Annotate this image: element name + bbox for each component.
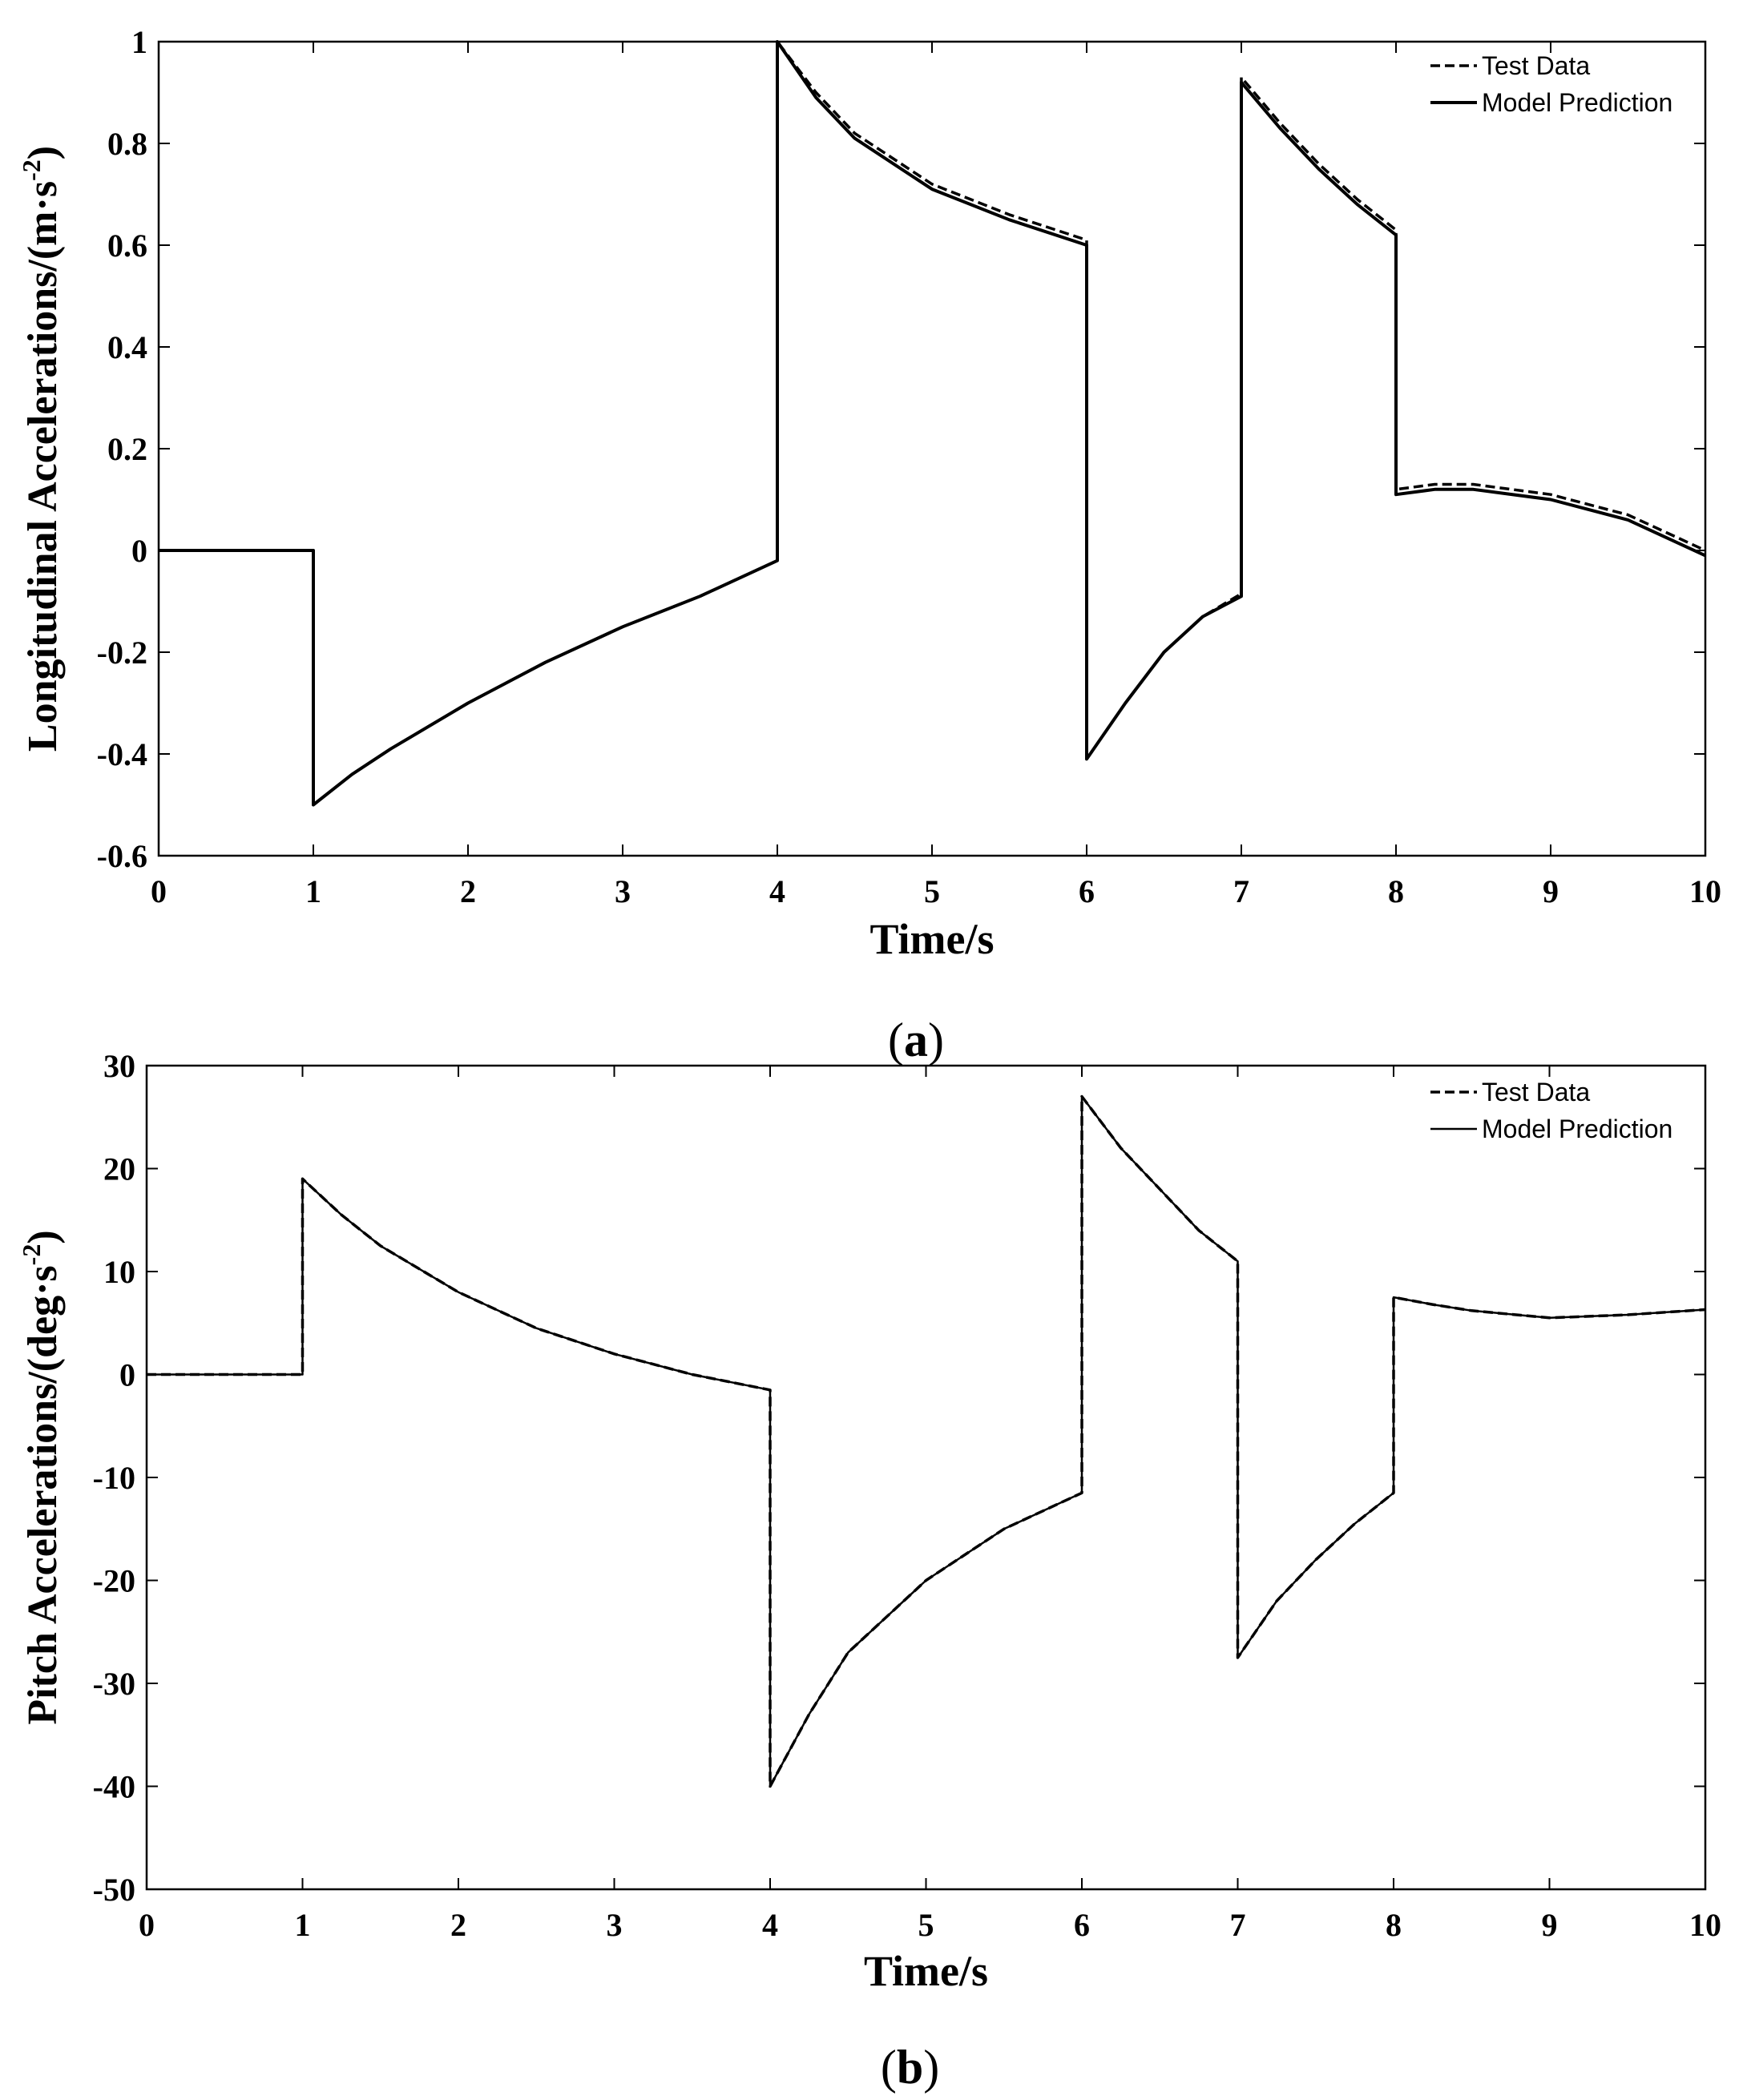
panel-b: 0 1 2 3 4 5 6 7 8 9 10 30 20 10 0 -10 -20 -30 -40 -50 Time/s… bbox=[17, 1048, 1721, 2094]
y-tick-label: 0 bbox=[119, 1357, 135, 1393]
x-tick-label: 0 bbox=[139, 1907, 155, 1943]
panel-label: (a) bbox=[888, 1014, 944, 1066]
series-line-test-data bbox=[147, 1094, 1706, 1788]
y-tick-label: -0.4 bbox=[97, 736, 147, 772]
series-line-model-prediction bbox=[159, 40, 1706, 807]
x-tick-label: 0 bbox=[151, 873, 167, 909]
y-axis-title-main: Pitch Accelerations/(deg·s bbox=[20, 1265, 66, 1724]
y-tick-label: 0.8 bbox=[107, 126, 147, 162]
y-tick-label: 20 bbox=[103, 1151, 135, 1187]
y-tick-label: -20 bbox=[93, 1563, 135, 1599]
y-axis-title: Longitudinal Accelerations/(m·s-2) bbox=[17, 146, 66, 752]
x-tick-label: 2 bbox=[450, 1907, 466, 1943]
y-tick-label: -30 bbox=[93, 1666, 135, 1702]
x-tick-label: 6 bbox=[1079, 873, 1095, 909]
y-axis-title-close: ) bbox=[20, 146, 66, 159]
x-tick-label: 3 bbox=[615, 873, 631, 909]
x-tick-label: 6 bbox=[1074, 1907, 1090, 1943]
y-tick-label: 30 bbox=[103, 1048, 135, 1084]
x-tick-label: 8 bbox=[1386, 1907, 1402, 1943]
x-tick-label: 9 bbox=[1542, 1907, 1558, 1943]
x-tick-label: 10 bbox=[1689, 873, 1721, 909]
series-line-model-prediction bbox=[147, 1095, 1706, 1788]
plot-frame bbox=[145, 1064, 1707, 1891]
x-tick-label: 4 bbox=[762, 1907, 778, 1943]
y-axis-title-close: ) bbox=[20, 1230, 66, 1243]
x-tick-label: 9 bbox=[1543, 873, 1559, 909]
panel-label-letter: b bbox=[897, 2041, 923, 2094]
y-tick-label: 1 bbox=[131, 24, 147, 60]
y-tick-label: -0.6 bbox=[97, 838, 147, 874]
y-tick-label: 0.2 bbox=[107, 431, 147, 467]
x-tick-label: 7 bbox=[1233, 873, 1249, 909]
x-tick-label: 2 bbox=[460, 873, 476, 909]
x-tick-label: 4 bbox=[769, 873, 785, 909]
series-line-test-data bbox=[159, 40, 1706, 807]
legend-entry: Model Prediction bbox=[1482, 1114, 1672, 1143]
x-tick-label: 5 bbox=[918, 1907, 934, 1943]
legend-entry: Model Prediction bbox=[1482, 88, 1672, 117]
y-tick-label: -10 bbox=[93, 1460, 135, 1496]
plot-frame bbox=[157, 40, 1707, 857]
x-tick-label: 1 bbox=[295, 1907, 311, 1943]
legend-entry: Test Data bbox=[1482, 51, 1590, 80]
panel-label-letter: a bbox=[904, 1014, 928, 1066]
y-tick-label: 0 bbox=[131, 533, 147, 569]
x-tick-label: 8 bbox=[1388, 873, 1404, 909]
y-tick-label: -40 bbox=[93, 1769, 135, 1805]
x-axis-title: Time/s bbox=[869, 915, 994, 963]
x-tick-label: 7 bbox=[1230, 1907, 1246, 1943]
x-tick-label: 3 bbox=[607, 1907, 623, 1943]
y-axis-title-exponent: -2 bbox=[17, 159, 46, 181]
y-axis-title-main: Longitudinal Accelerations/(m·s bbox=[20, 181, 66, 752]
x-tick-label: 5 bbox=[924, 873, 940, 909]
y-tick-label: 10 bbox=[103, 1254, 135, 1290]
y-tick-label: 0.4 bbox=[107, 329, 147, 365]
y-tick-label: -0.2 bbox=[97, 635, 147, 671]
panel-a: 0 1 2 3 4 5 6 7 8 9 10 1 0.8 0.6 0.4 0.2 0 -0.2 -0.4 -0.6 Ti… bbox=[17, 24, 1721, 1066]
panel-label: (b) bbox=[881, 2041, 939, 2094]
x-tick-label: 1 bbox=[305, 873, 321, 909]
y-axis-title: Pitch Accelerations/(deg·s-2) bbox=[17, 1230, 66, 1724]
x-axis-title: Time/s bbox=[864, 1947, 988, 1995]
y-tick-label: -50 bbox=[93, 1872, 135, 1908]
y-axis-title-exponent: -2 bbox=[17, 1244, 46, 1266]
legend-entry: Test Data bbox=[1482, 1078, 1590, 1106]
x-tick-label: 10 bbox=[1689, 1907, 1721, 1943]
y-tick-label: 0.6 bbox=[107, 228, 147, 264]
